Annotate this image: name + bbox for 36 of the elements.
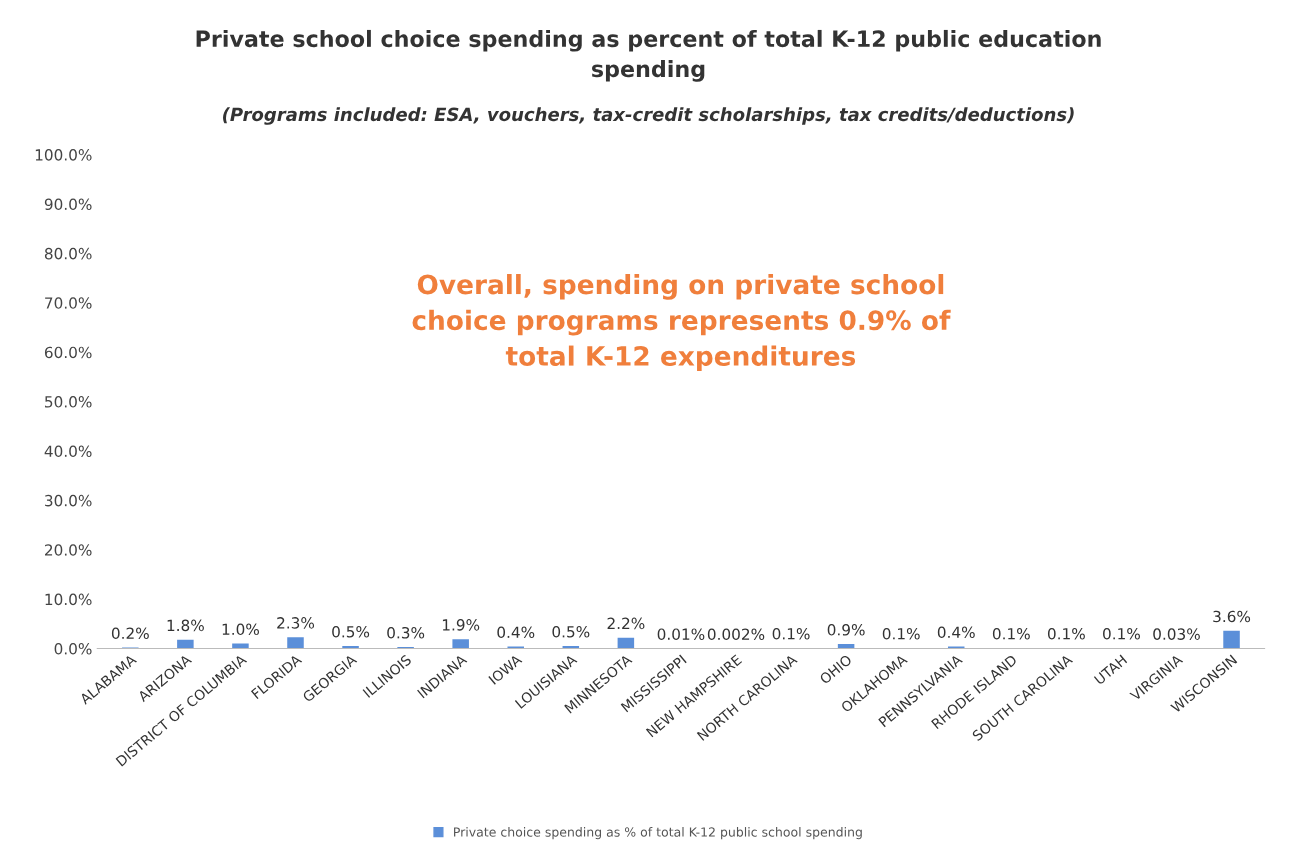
- chart-title: Private school choice spending as percent of total K-12 public education spending: [196, 29, 1101, 82]
- y-tick-label: 50.0%: [45, 396, 92, 408]
- data-label: 0.1%: [1047, 627, 1085, 640]
- data-label: 0.01%: [657, 628, 705, 640]
- y-tick-label: 10.0%: [45, 593, 92, 606]
- chart-subtitle: (Programs included: ESA, vouchers, tax-credit scholarships, tax credits/deductions): [223, 107, 1074, 125]
- y-tick-label: 0.0%: [54, 643, 92, 655]
- data-label: 0.2%: [111, 627, 149, 640]
- data-label: 0.1%: [1103, 627, 1140, 640]
- y-tick-label: 40.0%: [44, 445, 92, 457]
- data-label: 0.4%: [497, 626, 535, 639]
- y-tick-label: 100.0%: [35, 149, 92, 161]
- data-label: 0.002%: [707, 628, 765, 641]
- data-label: 0.4%: [937, 626, 975, 639]
- data-label: 0.03%: [1153, 628, 1200, 640]
- legend-label: Private choice spending as % of total K-12 public school spending: [454, 827, 862, 840]
- data-label: 2.3%: [277, 617, 315, 629]
- data-label: 0.9%: [827, 624, 865, 636]
- data-label: 0.1%: [882, 627, 920, 640]
- y-tick-label: 20.0%: [45, 544, 92, 556]
- data-label: 1.8%: [167, 619, 204, 632]
- data-label: 0.1%: [992, 627, 1030, 640]
- y-tick-label: 70.0%: [45, 297, 92, 309]
- data-label: 1.0%: [222, 623, 259, 636]
- y-tick-label: 80.0%: [44, 247, 92, 260]
- data-label: 3.6%: [1213, 610, 1251, 623]
- data-label: 0.1%: [772, 627, 810, 640]
- data-label: 2.2%: [607, 617, 645, 630]
- data-label: 0.5%: [332, 626, 370, 638]
- y-tick-label: 30.0%: [45, 494, 92, 507]
- y-tick-label: 90.0%: [44, 198, 92, 211]
- data-label: 0.3%: [387, 626, 425, 639]
- annotation: Overall, spending on private school choice programs represents 0.9% of total K-12 expenditures: [412, 274, 951, 372]
- y-tick-label: 60.0%: [44, 346, 92, 359]
- data-label: 0.5%: [552, 626, 590, 638]
- data-label: 1.9%: [442, 619, 480, 631]
